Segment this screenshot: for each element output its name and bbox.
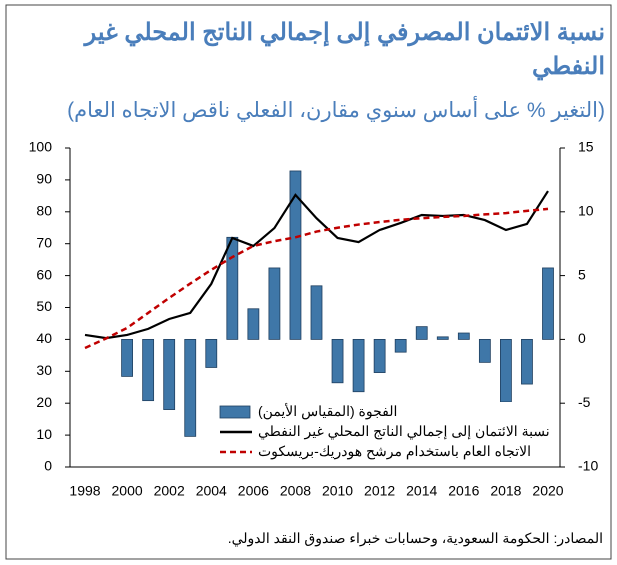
bar	[394, 338, 407, 353]
bar	[373, 338, 386, 373]
x-tick-label: 2000	[112, 483, 143, 499]
y2-tick-label: -10	[578, 458, 598, 474]
y-tick-label: 20	[36, 394, 52, 410]
bar	[542, 267, 554, 340]
line	[84, 207, 549, 350]
y-tick-label: 10	[36, 426, 52, 442]
bar	[226, 236, 239, 340]
legend-label: الاتجاه العام باستخدام مرشح هودريك-بريسك…	[258, 443, 531, 459]
y-tick-label: 70	[36, 234, 52, 250]
bar	[163, 338, 176, 410]
y-tick-label: 40	[36, 330, 52, 346]
x-tick-label: 2016	[448, 483, 479, 499]
y-tick-label: 80	[36, 203, 52, 219]
bar	[331, 338, 344, 384]
y2-tick-label: 5	[578, 266, 586, 282]
bar	[500, 338, 512, 403]
y-tick-label: 50	[36, 298, 52, 314]
bar	[289, 170, 302, 340]
chart-subtitle: (التغير % على أساس سنوي مقارن، الفعلي نا…	[67, 99, 605, 122]
x-tick-label: 2010	[322, 483, 353, 499]
legend-box	[214, 402, 556, 464]
y-tick-label: 30	[36, 362, 52, 378]
source-note: المصادر: الحكومة السعودية، وحسابات خبراء…	[227, 530, 603, 546]
x-tick-label: 1998	[69, 483, 100, 499]
y2-tick-label: 15	[578, 139, 594, 155]
y2-tick-label: 10	[578, 203, 594, 219]
bar	[478, 338, 491, 363]
bar	[142, 338, 155, 402]
y-tick-label: 100	[29, 139, 53, 155]
y2-tick-label: 0	[578, 330, 586, 346]
bar	[310, 285, 323, 340]
y-tick-label: 60	[36, 266, 52, 282]
x-tick-label: 2018	[490, 483, 521, 499]
line	[84, 190, 549, 340]
chart-title: نسبة الائتمان المصرفي إلى إجمالي الناتج …	[84, 19, 605, 80]
bar	[415, 326, 428, 340]
y-tick-label: 90	[36, 171, 52, 187]
bar	[247, 308, 260, 340]
x-tick-label: 2020	[532, 483, 563, 499]
x-tick-label: 2012	[364, 483, 395, 499]
bar	[184, 338, 197, 437]
bar	[436, 336, 449, 340]
y-tick-label: 0	[44, 458, 52, 474]
bar	[121, 338, 133, 377]
bar	[268, 267, 281, 340]
frame	[5, 4, 612, 560]
legend-label: الفجوة (المقياس الأيمن)	[258, 403, 398, 419]
x-tick-label: 2008	[280, 483, 311, 499]
legend-label: نسبة الائتمان إلى إجمالي الناتج المحلي غ…	[258, 423, 550, 439]
bar	[205, 338, 218, 368]
x-tick-label: 2004	[196, 483, 227, 499]
x-tick-label: 2006	[238, 483, 269, 499]
x-tick-label: 2014	[406, 483, 437, 499]
legend-swatch	[219, 405, 251, 419]
bar	[352, 338, 365, 393]
bar	[521, 338, 533, 385]
y2-tick-label: -5	[578, 394, 591, 410]
bar	[457, 332, 470, 340]
x-tick-label: 2002	[154, 483, 185, 499]
